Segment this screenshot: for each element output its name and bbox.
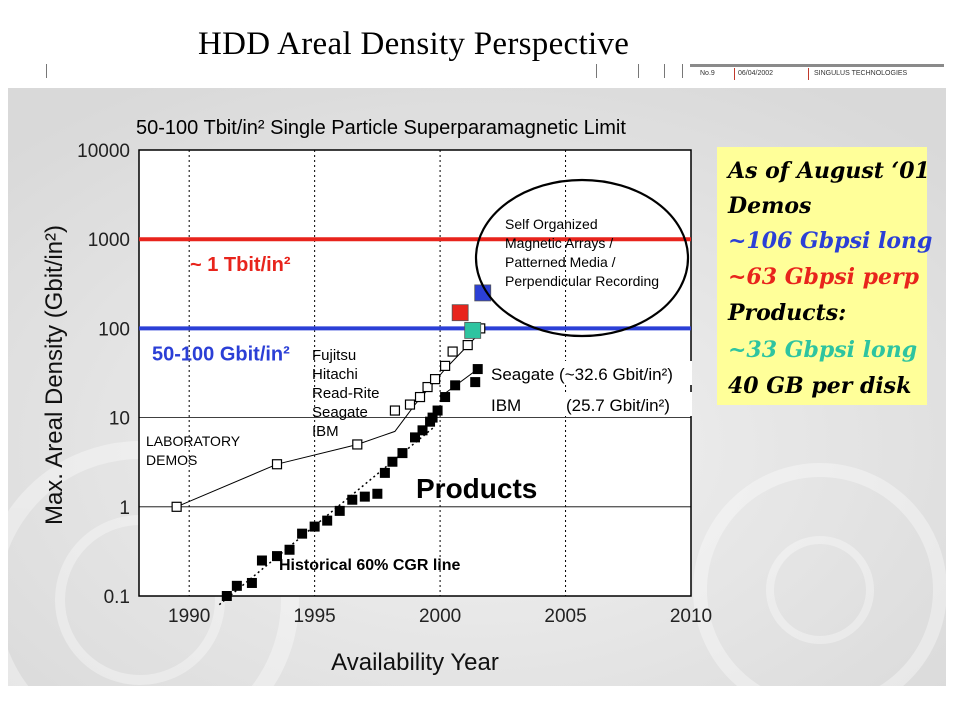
header-tick (664, 64, 665, 78)
product-point (309, 521, 320, 532)
y-tick-label: 1 (119, 498, 130, 519)
vendor-label: Hitachi (312, 366, 358, 383)
products-label: Products (416, 473, 537, 504)
x-tick-label: 1995 (293, 606, 335, 627)
ellipse-annotation-line: Self Organized (505, 216, 598, 232)
demo-point (171, 501, 182, 512)
demo-point (352, 439, 363, 450)
demo-point (422, 381, 433, 393)
x-tick-label: 2005 (544, 606, 586, 627)
ibm-label: IBM (491, 396, 521, 415)
header-tick (46, 64, 47, 78)
chart-title: 50-100 Tbit/in² Single Particle Superpar… (136, 117, 626, 139)
x-tick-label: 2010 (670, 606, 712, 627)
seagate-label: Seagate (~32.6 Gbit/in²) (491, 365, 673, 384)
patterned-media-ellipse (474, 178, 690, 338)
product-point (472, 364, 483, 375)
slide-date: 06/04/2002 (738, 70, 774, 77)
y-axis-label: Max. Areal Density (Gbit/in²) (41, 225, 68, 525)
product-point (246, 577, 257, 588)
summary-line: As of August ‘01 (728, 158, 930, 184)
gigabit-label: 50-100 Gbit/in² (152, 343, 290, 365)
vendor-label: Read-Rite (312, 385, 380, 402)
product-point (347, 494, 358, 505)
ellipse-annotation-line: Perpendicular Recording (505, 273, 659, 289)
highlight-point (451, 304, 469, 322)
ibm-label-background (486, 392, 692, 416)
summary-line: 40 GB per disk (728, 373, 912, 399)
demo-point (271, 459, 283, 470)
product-point (284, 544, 295, 555)
demo-point (429, 374, 441, 385)
slide-number: No.9 (700, 70, 715, 77)
vendor-label: IBM (312, 423, 339, 440)
y-tick-label: 1000 (88, 230, 130, 251)
summary-line: ~33 Gbpsi long (728, 337, 918, 363)
product-point (432, 405, 443, 416)
product-point (334, 505, 345, 516)
header-tick (682, 64, 683, 78)
demo-point (404, 399, 416, 410)
summary-line: ~106 Gbpsi long (728, 228, 933, 254)
summary-line: ~63 Gbpsi perp (728, 264, 920, 290)
header-separator (734, 68, 735, 80)
y-tick-label: 100 (98, 319, 130, 340)
ellipse-annotation-line: Magnetic Arrays / (505, 235, 613, 251)
slide-title: HDD Areal Density Perspective (198, 26, 630, 62)
cgr-label: Historical 60% CGR line (279, 557, 460, 574)
seagate-label-background (486, 361, 692, 385)
product-point (359, 491, 370, 502)
header-rule (690, 64, 944, 67)
highlight-point (464, 321, 482, 339)
cgr-trend-line (218, 425, 436, 606)
x-axis-label: Availability Year (331, 649, 499, 676)
x-tick-label: 1990 (168, 606, 210, 627)
y-tick-label: 0.1 (104, 587, 130, 608)
demo-point (440, 360, 451, 371)
demo-point (389, 405, 401, 416)
y-tick-label: 10000 (77, 141, 130, 162)
product-point (440, 392, 451, 403)
lab-demos-label: LABORATORY (146, 433, 241, 449)
x-tick-label: 2000 (419, 606, 461, 627)
product-point (397, 448, 408, 459)
header-separator (808, 68, 809, 80)
lab-demos-label: DEMOS (146, 452, 197, 468)
y-tick-label: 10 (109, 409, 130, 430)
product-point (221, 591, 232, 601)
product-point (410, 432, 420, 443)
product-point (256, 555, 267, 566)
product-point (450, 380, 461, 391)
demo-point (462, 339, 473, 351)
vendor-label: Fujitsu (312, 347, 356, 364)
summary-box (717, 147, 927, 405)
summary-line: Products: (728, 300, 847, 326)
ellipse-annotation-line: Patterned Media / (505, 254, 616, 270)
product-point (379, 467, 390, 478)
header-tick (638, 64, 639, 78)
company-name: SINGULUS TECHNOLOGIES (814, 70, 908, 77)
product-point (297, 528, 308, 539)
product-point (372, 488, 383, 499)
product-point (427, 412, 438, 423)
product-point (322, 515, 333, 526)
product-point (387, 456, 398, 467)
terabit-label: ~ 1 Tbit/in² (190, 254, 291, 276)
summary-line: Demos (728, 193, 812, 219)
product-point (231, 580, 242, 591)
vendor-label: Seagate (312, 404, 368, 421)
demo-point (414, 391, 426, 403)
product-point (272, 551, 282, 562)
ibm-value-label: (25.7 Gbit/in²) (566, 396, 670, 415)
product-point (470, 377, 481, 388)
header-tick (596, 64, 597, 78)
demo-point (447, 346, 458, 357)
product-point (417, 425, 428, 436)
